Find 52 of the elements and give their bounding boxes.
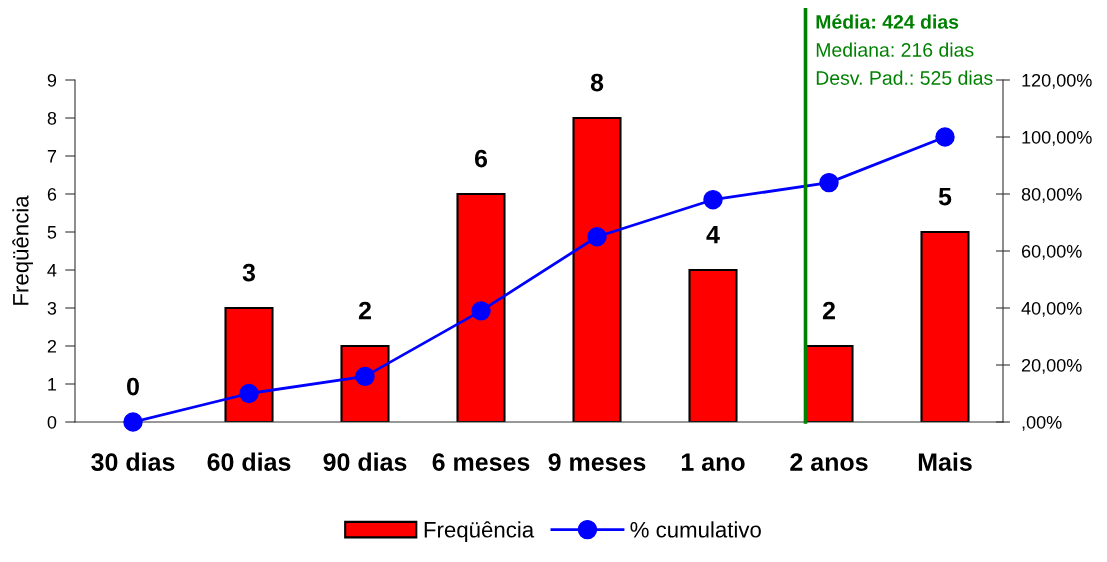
y-tick-label: 6 xyxy=(47,187,57,201)
point xyxy=(471,301,491,321)
bar xyxy=(920,230,970,422)
y2-tick-label: 120,00% xyxy=(1022,73,1092,89)
x-tick-label: 6 meses xyxy=(432,453,530,471)
y2-tick-label: 20,00% xyxy=(1021,358,1082,374)
x-tick-label: 30 dias xyxy=(91,452,175,471)
legend-label: Freqüência xyxy=(424,521,535,542)
x-tick-label: 90 dias xyxy=(323,452,407,471)
x-tick-label: 2 anos xyxy=(790,453,868,471)
y2-tick-label: 40,00% xyxy=(1021,301,1082,317)
y-axis-title: Freqüência xyxy=(12,195,34,305)
data-label: 2 xyxy=(358,301,371,320)
y-tick-label: 0 xyxy=(47,415,57,429)
y-tick-label: 4 xyxy=(47,264,57,277)
data-label: 0 xyxy=(127,377,139,396)
text: Mediana: 216 dias xyxy=(816,42,974,57)
x-tick-label: 1 ano xyxy=(681,453,745,471)
point xyxy=(935,127,955,147)
data-label: 3 xyxy=(242,263,256,282)
point xyxy=(587,227,607,247)
x-tick-label: 60 dias xyxy=(207,452,291,471)
y2-tick-label: 100,00% xyxy=(1022,130,1092,146)
point xyxy=(819,172,839,193)
y-tick-label: 7 xyxy=(47,150,57,163)
y-tick-label: 5 xyxy=(47,226,57,239)
annotation: Desv. Pad.: 525 dias xyxy=(816,70,993,85)
y-tick-label: 2 xyxy=(47,339,57,353)
y-tick-label: 3 xyxy=(47,301,57,315)
data-label: 8 xyxy=(590,73,604,92)
point xyxy=(123,412,143,432)
bar xyxy=(804,344,854,422)
y2-tick-label: 60,00% xyxy=(1021,244,1082,260)
y2-tick-label: ,00% xyxy=(1022,415,1062,431)
y-tick-label: 9 xyxy=(47,73,57,87)
point xyxy=(703,189,723,210)
ref-line-label: Média: 424 dias xyxy=(816,14,959,29)
y-tick-label: 1 xyxy=(48,378,57,391)
bar xyxy=(688,268,738,422)
bar xyxy=(224,306,274,422)
legend-label: % cumulativo xyxy=(630,521,761,538)
point xyxy=(239,383,259,404)
y2-tick-label: 80,00% xyxy=(1021,187,1082,203)
data-label: 4 xyxy=(706,225,720,244)
x-tick-label: Mais xyxy=(918,452,972,471)
data-label: 2 xyxy=(822,301,835,320)
bar xyxy=(456,192,506,422)
y-tick-label: 8 xyxy=(47,111,57,125)
bar xyxy=(572,116,622,422)
x-tick-label: 9 meses xyxy=(548,453,646,471)
data-label: 6 xyxy=(474,149,488,168)
data-label: 5 xyxy=(938,187,952,206)
